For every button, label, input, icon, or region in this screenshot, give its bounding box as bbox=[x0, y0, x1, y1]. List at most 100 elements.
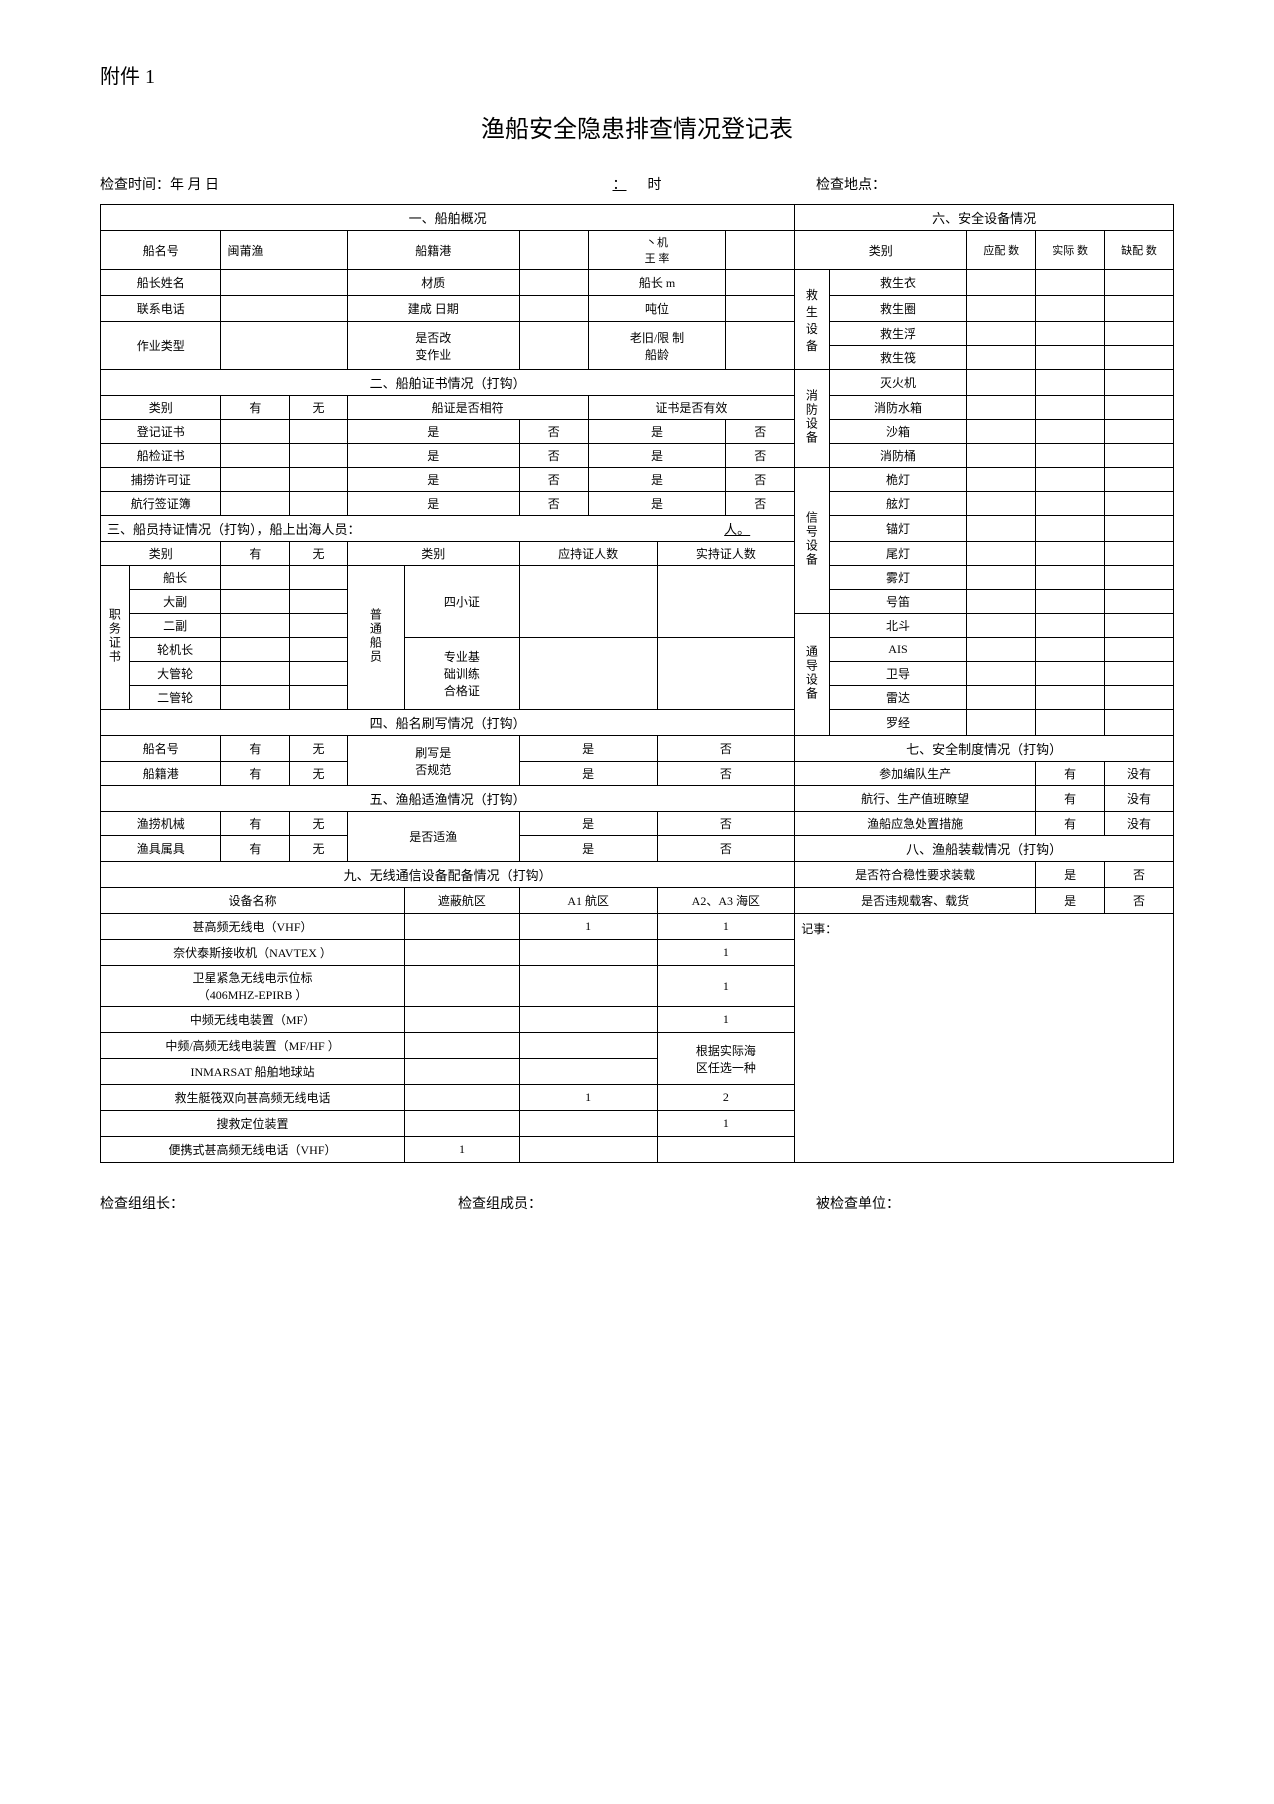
s9-header: 九、无线通信设备配备情况（打钩） bbox=[101, 862, 795, 888]
s6-should: 应配 数 bbox=[967, 231, 1036, 270]
s6-header: 六、安全设备情况 bbox=[795, 205, 1174, 231]
rescue-row: 救生浮 bbox=[829, 322, 967, 346]
s4-row: 船名号 bbox=[101, 736, 221, 762]
s9-row: 卫星紧急无线电示位标 （406MHZ-EPIRB ） bbox=[101, 966, 405, 1007]
s9-dev: 设备名称 bbox=[101, 888, 405, 914]
engine-val bbox=[726, 231, 795, 270]
s9-row: 搜救定位装置 bbox=[101, 1111, 405, 1137]
s2-header: 二、船舶证书情况（打钩） bbox=[101, 370, 795, 396]
s6-actual: 实际 数 bbox=[1036, 231, 1105, 270]
duty-row: 大管轮 bbox=[129, 662, 221, 686]
phone-label: 联系电话 bbox=[101, 296, 221, 322]
s2-row: 航行签证簿 bbox=[101, 492, 221, 516]
s2-type: 类别 bbox=[101, 396, 221, 420]
signal-group: 信号设备 bbox=[795, 468, 829, 614]
duty-row: 船长 bbox=[129, 566, 221, 590]
s5-row: 渔具属具 bbox=[101, 836, 221, 862]
material-label: 材质 bbox=[347, 270, 519, 296]
s9-row: 甚高频无线电（VHF） bbox=[101, 914, 405, 940]
s2-row: 捕捞许可证 bbox=[101, 468, 221, 492]
fire-row: 沙箱 bbox=[829, 420, 967, 444]
optype-label: 作业类型 bbox=[101, 322, 221, 370]
signal-row: 桅灯 bbox=[829, 468, 967, 492]
s5-header: 五、渔船适渔情况（打钩） bbox=[101, 786, 795, 812]
signal-row: 尾灯 bbox=[829, 542, 967, 566]
s7-row: 航行、生产值班瞭望 bbox=[795, 786, 1036, 812]
s9-row: 便携式甚高频无线电话（VHF） bbox=[101, 1137, 405, 1163]
s9-row: INMARSAT 船舶地球站 bbox=[101, 1059, 405, 1085]
fire-row: 消防桶 bbox=[829, 444, 967, 468]
duty-cert-group: 职务证书 bbox=[101, 566, 130, 710]
time-sep: ： 时 bbox=[458, 174, 816, 194]
s3-header: 三、船员持证情况（打钩），船上出海人员： 人。 bbox=[101, 516, 795, 542]
common-crew-group: 普通船员 bbox=[347, 566, 404, 710]
s4-header: 四、船名刷写情况（打钩） bbox=[101, 710, 795, 736]
s8-header: 八、渔船装载情况（打钩） bbox=[795, 836, 1174, 862]
registry-port-val bbox=[519, 231, 588, 270]
footer: 检查组组长： 检查组成员： 被检查单位： bbox=[100, 1193, 1174, 1213]
nav-row: AIS bbox=[829, 638, 967, 662]
s1-header: 一、船舶概况 bbox=[101, 205, 795, 231]
s2-valid: 证书是否有效 bbox=[588, 396, 795, 420]
duty-row: 大副 bbox=[129, 590, 221, 614]
page-title: 渔船安全隐患排查情况登记表 bbox=[100, 109, 1174, 144]
s8-row: 是否符合稳性要求装载 bbox=[795, 862, 1036, 888]
fire-group: 消防设备 bbox=[795, 370, 829, 468]
rescue-row: 救生圈 bbox=[829, 296, 967, 322]
s9-row: 中频/高频无线电装置（MF/HF ） bbox=[101, 1033, 405, 1059]
nav-row: 罗经 bbox=[829, 710, 967, 736]
s2-have: 有 bbox=[221, 396, 290, 420]
length-label: 船长 m bbox=[588, 270, 726, 296]
attachment-label: 附件 1 bbox=[100, 60, 1174, 89]
duty-row: 二管轮 bbox=[129, 686, 221, 710]
fire-row: 灭火机 bbox=[829, 370, 967, 396]
main-table: 一、船舶概况 六、安全设备情况 船名号 闽莆渔 船籍港 丶机 王 率 类别 应配… bbox=[100, 204, 1174, 1163]
s3-type: 类别 bbox=[101, 542, 221, 566]
rescue-row: 救生衣 bbox=[829, 270, 967, 296]
nav-row: 雷达 bbox=[829, 686, 967, 710]
s6-cat: 类别 bbox=[795, 231, 967, 270]
tonnage-label: 吨位 bbox=[588, 296, 726, 322]
s9-row: 奈伏泰斯接收机（NAVTEX ） bbox=[101, 940, 405, 966]
ship-name-prefix: 闽莆渔 bbox=[221, 231, 347, 270]
built-label: 建成 日期 bbox=[347, 296, 519, 322]
s7-header: 七、安全制度情况（打钩） bbox=[795, 736, 1174, 762]
rescue-row: 救生筏 bbox=[829, 346, 967, 370]
fire-row: 消防水箱 bbox=[829, 396, 967, 420]
footer-member: 检查组成员： bbox=[458, 1193, 816, 1213]
s4-row: 船籍港 bbox=[101, 762, 221, 786]
s9-row: 中频无线电装置（MF） bbox=[101, 1007, 405, 1033]
ship-name-label: 船名号 bbox=[101, 231, 221, 270]
footer-unit: 被检查单位： bbox=[816, 1193, 1174, 1213]
s2-match: 船证是否相符 bbox=[347, 396, 588, 420]
meta-row: 检查时间：年 月 日 ： 时 检查地点： bbox=[100, 174, 1174, 194]
engine-label: 丶机 王 率 bbox=[588, 231, 726, 270]
captain-label: 船长姓名 bbox=[101, 270, 221, 296]
four-cert: 四小证 bbox=[405, 566, 520, 638]
s7-row: 参加编队生产 bbox=[795, 762, 1036, 786]
oldlimit-label: 老旧/限 制 船龄 bbox=[588, 322, 726, 370]
duty-row: 二副 bbox=[129, 614, 221, 638]
s2-none: 无 bbox=[290, 396, 347, 420]
s2-row: 登记证书 bbox=[101, 420, 221, 444]
nav-row: 卫导 bbox=[829, 662, 967, 686]
signal-row: 舷灯 bbox=[829, 492, 967, 516]
signal-row: 雾灯 bbox=[829, 566, 967, 590]
signal-row: 号笛 bbox=[829, 590, 967, 614]
s8-row: 是否违规载客、载货 bbox=[795, 888, 1036, 914]
s2-row: 船检证书 bbox=[101, 444, 221, 468]
rescue-group: 救 生 设 备 bbox=[795, 270, 829, 370]
footer-leader: 检查组组长： bbox=[100, 1193, 458, 1213]
duty-row: 轮机长 bbox=[129, 638, 221, 662]
registry-port-label: 船籍港 bbox=[347, 231, 519, 270]
s9-row: 救生艇筏双向甚高频无线电话 bbox=[101, 1085, 405, 1111]
s6-lack: 缺配 数 bbox=[1105, 231, 1174, 270]
check-place: 检查地点： bbox=[816, 174, 1174, 194]
s5-row: 渔捞机械 bbox=[101, 812, 221, 836]
nav-row: 北斗 bbox=[829, 614, 967, 638]
check-time: 检查时间：年 月 日 bbox=[100, 174, 458, 194]
changeop-label: 是否改 变作业 bbox=[347, 322, 519, 370]
signal-row: 锚灯 bbox=[829, 516, 967, 542]
s7-row: 渔船应急处置措施 bbox=[795, 812, 1036, 836]
pro-cert: 专业基 础训练 合格证 bbox=[405, 638, 520, 710]
